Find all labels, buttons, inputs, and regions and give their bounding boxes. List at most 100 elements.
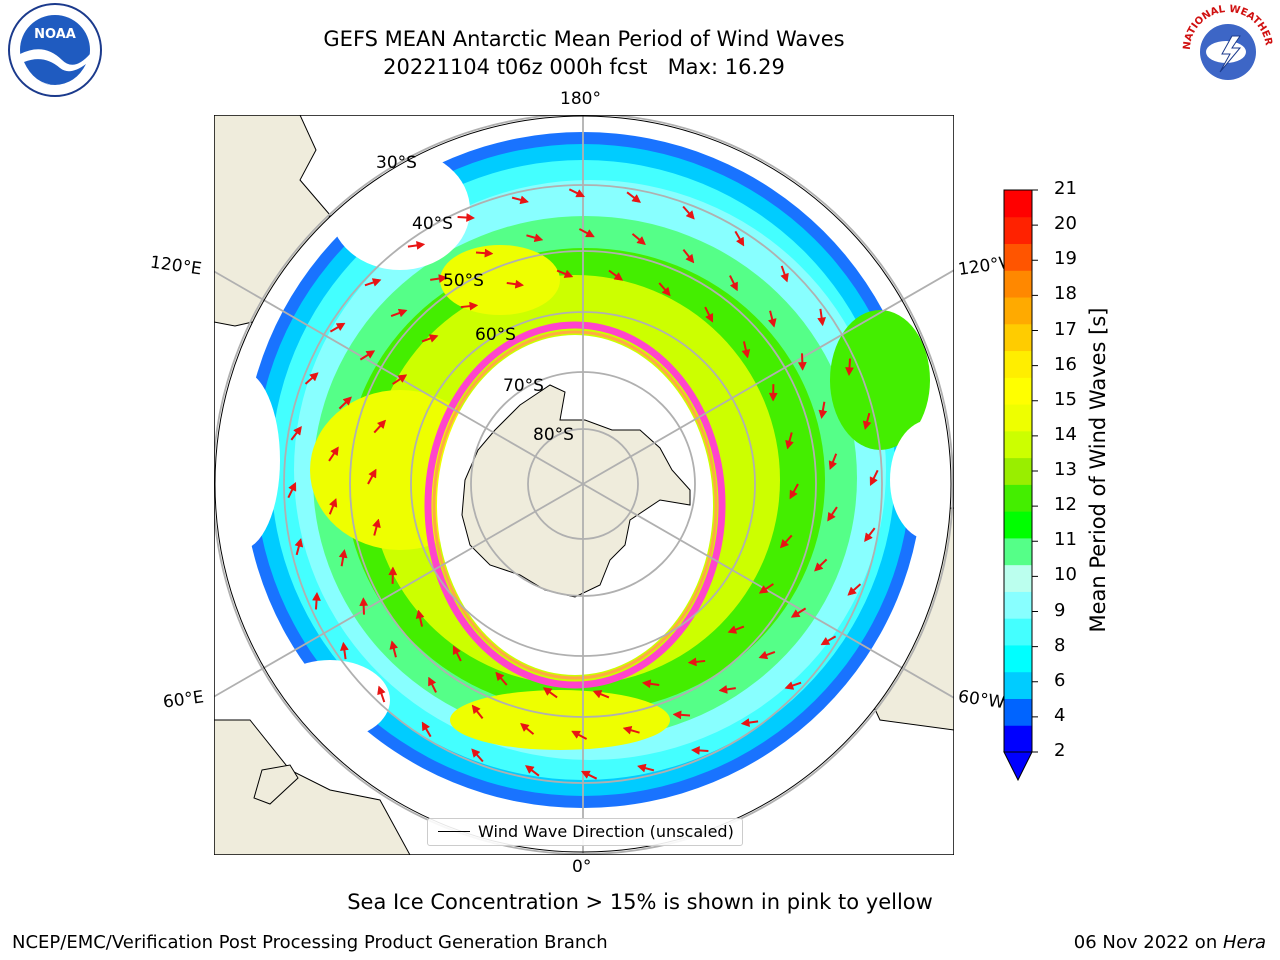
wave-arrow-head (328, 497, 338, 508)
colorbar-tick-label: 16 (1054, 353, 1077, 375)
lat-label-80s: 80°S (533, 425, 574, 445)
colorbar-band (1004, 698, 1032, 726)
wave-arrow-head (828, 460, 838, 471)
footer-date-text: 06 Nov 2022 on (1073, 932, 1223, 953)
wave-arrow-head (377, 685, 386, 696)
wave-arrow-head (495, 671, 505, 682)
colorbar-tick-label: 19 (1054, 248, 1077, 270)
colorbar-band (1004, 671, 1032, 699)
colorbar-label: Mean Period of Wind Waves [s] (1086, 307, 1110, 633)
colorbar-band (1004, 323, 1032, 352)
legend-line-sample (438, 831, 470, 832)
wave-arrow-head (864, 532, 873, 543)
wave-arrow-head (741, 349, 751, 359)
wave-arrow-head (718, 685, 728, 694)
wave-arrow-head (520, 722, 530, 732)
colorbar-band (1004, 644, 1032, 673)
wave-arrow-head (397, 308, 408, 318)
wave-arrow-head (338, 548, 348, 559)
wave-arrow-head (293, 425, 302, 436)
wave-arrow-head (469, 301, 479, 311)
noaa-logo: NOAA (8, 3, 102, 97)
wave-arrow-head (820, 636, 831, 646)
colorbar-band (1004, 725, 1032, 753)
colorbar-extend-arrow (1003, 751, 1033, 782)
wave-arrow-head (797, 362, 807, 371)
colorbar-tick-label: 10 (1054, 564, 1077, 586)
map-legend: Wind Wave Direction (unscaled) (427, 818, 743, 846)
colorbar-band (1004, 484, 1032, 512)
colorbar-band (1004, 537, 1032, 566)
wave-arrow-head (484, 248, 494, 258)
wave-arrow-head (575, 189, 586, 198)
wave-arrow-head (342, 396, 352, 406)
wave-arrow-head (415, 609, 425, 619)
wave-arrow-head (585, 229, 595, 238)
lon-label-0: 0° (572, 857, 592, 877)
lat-label-60s: 60°S (475, 325, 516, 345)
colorbar-tick-label: 6 (1054, 669, 1066, 691)
lon-label-180: 180° (560, 89, 601, 109)
colorbar-band (1004, 297, 1032, 325)
wave-arrow-head (869, 476, 878, 487)
colorbar-tick-label: 9 (1054, 599, 1066, 621)
graticule (214, 115, 954, 855)
wave-arrow-head (288, 481, 297, 492)
wave-arrow-head (389, 640, 399, 650)
wave-arrow-head (452, 645, 461, 656)
wave-arrow-head (785, 439, 794, 450)
colorbar-band (1004, 591, 1032, 619)
wave-arrow-head (438, 274, 448, 283)
footer-branch: NCEP/EMC/Verification Post Processing Pr… (12, 932, 608, 953)
wave-arrow-head (672, 710, 682, 720)
footer-date: 06 Nov 2022 on Hera (1074, 932, 1266, 953)
wave-arrow-head (397, 374, 408, 383)
wave-arrow-head (735, 236, 745, 247)
wave-arrow-head (466, 213, 476, 222)
colorbar-band (1004, 216, 1032, 245)
wave-arrow-head (339, 641, 349, 651)
wave-arrow-head (428, 676, 437, 687)
wave-arrow-head (428, 334, 439, 343)
colorbar-band (1004, 190, 1032, 218)
colorbar-band (1004, 270, 1032, 298)
wave-arrow-head (827, 511, 836, 522)
wave-arrow-head (768, 392, 778, 402)
colorbar-band (1004, 377, 1032, 405)
colorbar-tick-label: 11 (1054, 529, 1077, 551)
wave-arrow-head (371, 278, 382, 287)
legend-label: Wind Wave Direction (unscaled) (478, 822, 734, 841)
antarctica-land (461, 384, 691, 598)
colorbar-tick-label: 8 (1054, 634, 1066, 656)
wave-arrow-head (631, 194, 642, 203)
lon-label-60e: 60°E (161, 687, 206, 713)
wave-arrow-head (580, 770, 591, 779)
nws-logo: NATIONAL WEATHER SERVICE (1178, 2, 1274, 96)
wave-arrow-head (294, 537, 304, 548)
madagascar-land (253, 764, 299, 805)
colorbar-tick-label: 2 (1054, 740, 1066, 761)
colorbar-tick-label: 20 (1054, 213, 1077, 235)
wave-arrow-head (641, 679, 652, 689)
wave-arrow-head (727, 625, 738, 634)
lon-label-120e: 120°E (148, 252, 203, 280)
colorbar-tick-label: 14 (1054, 423, 1077, 445)
wave-arrow-head (729, 281, 738, 292)
colorbar-tick-label: 15 (1054, 388, 1077, 410)
colorbar-band (1004, 404, 1032, 432)
wave-arrow-head (514, 279, 525, 289)
wave-arrow-head (372, 518, 381, 529)
colorbar-tick-label: 4 (1054, 704, 1066, 726)
wave-arrow-head (789, 489, 798, 500)
wave-arrow-head (622, 725, 633, 735)
wave-arrow-head (845, 367, 854, 377)
wave-arrow-head (330, 446, 339, 457)
noaa-logo-text: NOAA (34, 27, 76, 42)
wave-arrow-head (388, 566, 398, 576)
wave-arrow-head (533, 233, 544, 243)
wave-arrow-head (818, 409, 828, 420)
wave-arrow-head (368, 468, 377, 479)
wave-arrow-head (524, 765, 535, 774)
wave-arrow-head (471, 704, 481, 715)
wave-arrow-head (571, 730, 581, 739)
